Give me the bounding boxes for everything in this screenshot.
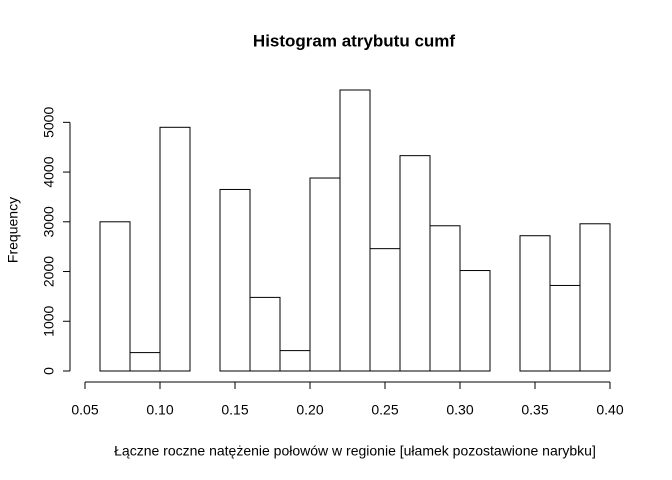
y-tick-label: 1000 — [41, 305, 57, 336]
x-tick-label: 0.15 — [221, 402, 248, 418]
y-tick-label: 0 — [41, 367, 57, 375]
y-tick-label: 4000 — [41, 156, 57, 187]
bar — [309, 177, 341, 372]
y-tick-label: 5000 — [41, 107, 57, 138]
y-axis-label: Frequency — [5, 197, 21, 263]
bar — [279, 350, 311, 372]
y-tick-label: 2000 — [41, 256, 57, 287]
chart-title: Histogram atrybutu cumf — [253, 31, 455, 50]
bar — [399, 155, 431, 372]
x-tick-label: 0.35 — [521, 402, 548, 418]
x-tick-label: 0.30 — [446, 402, 473, 418]
x-tick-label: 0.40 — [596, 402, 623, 418]
x-axis-label: Łączne roczne natężenie połowów w region… — [114, 443, 596, 459]
bar — [429, 225, 461, 372]
bar — [519, 235, 551, 372]
x-tick-label: 0.20 — [296, 402, 323, 418]
bar — [579, 223, 611, 372]
bar — [159, 126, 191, 372]
bar — [339, 89, 371, 372]
bar — [219, 188, 251, 372]
bar — [549, 284, 581, 372]
x-tick-label: 0.10 — [146, 402, 173, 418]
bar — [369, 248, 401, 372]
bar — [249, 296, 281, 372]
bar — [459, 270, 491, 372]
bar — [129, 352, 161, 372]
x-tick-label: 0.25 — [371, 402, 398, 418]
y-tick-label: 3000 — [41, 206, 57, 237]
bar — [99, 221, 131, 372]
x-tick-label: 0.05 — [71, 402, 98, 418]
